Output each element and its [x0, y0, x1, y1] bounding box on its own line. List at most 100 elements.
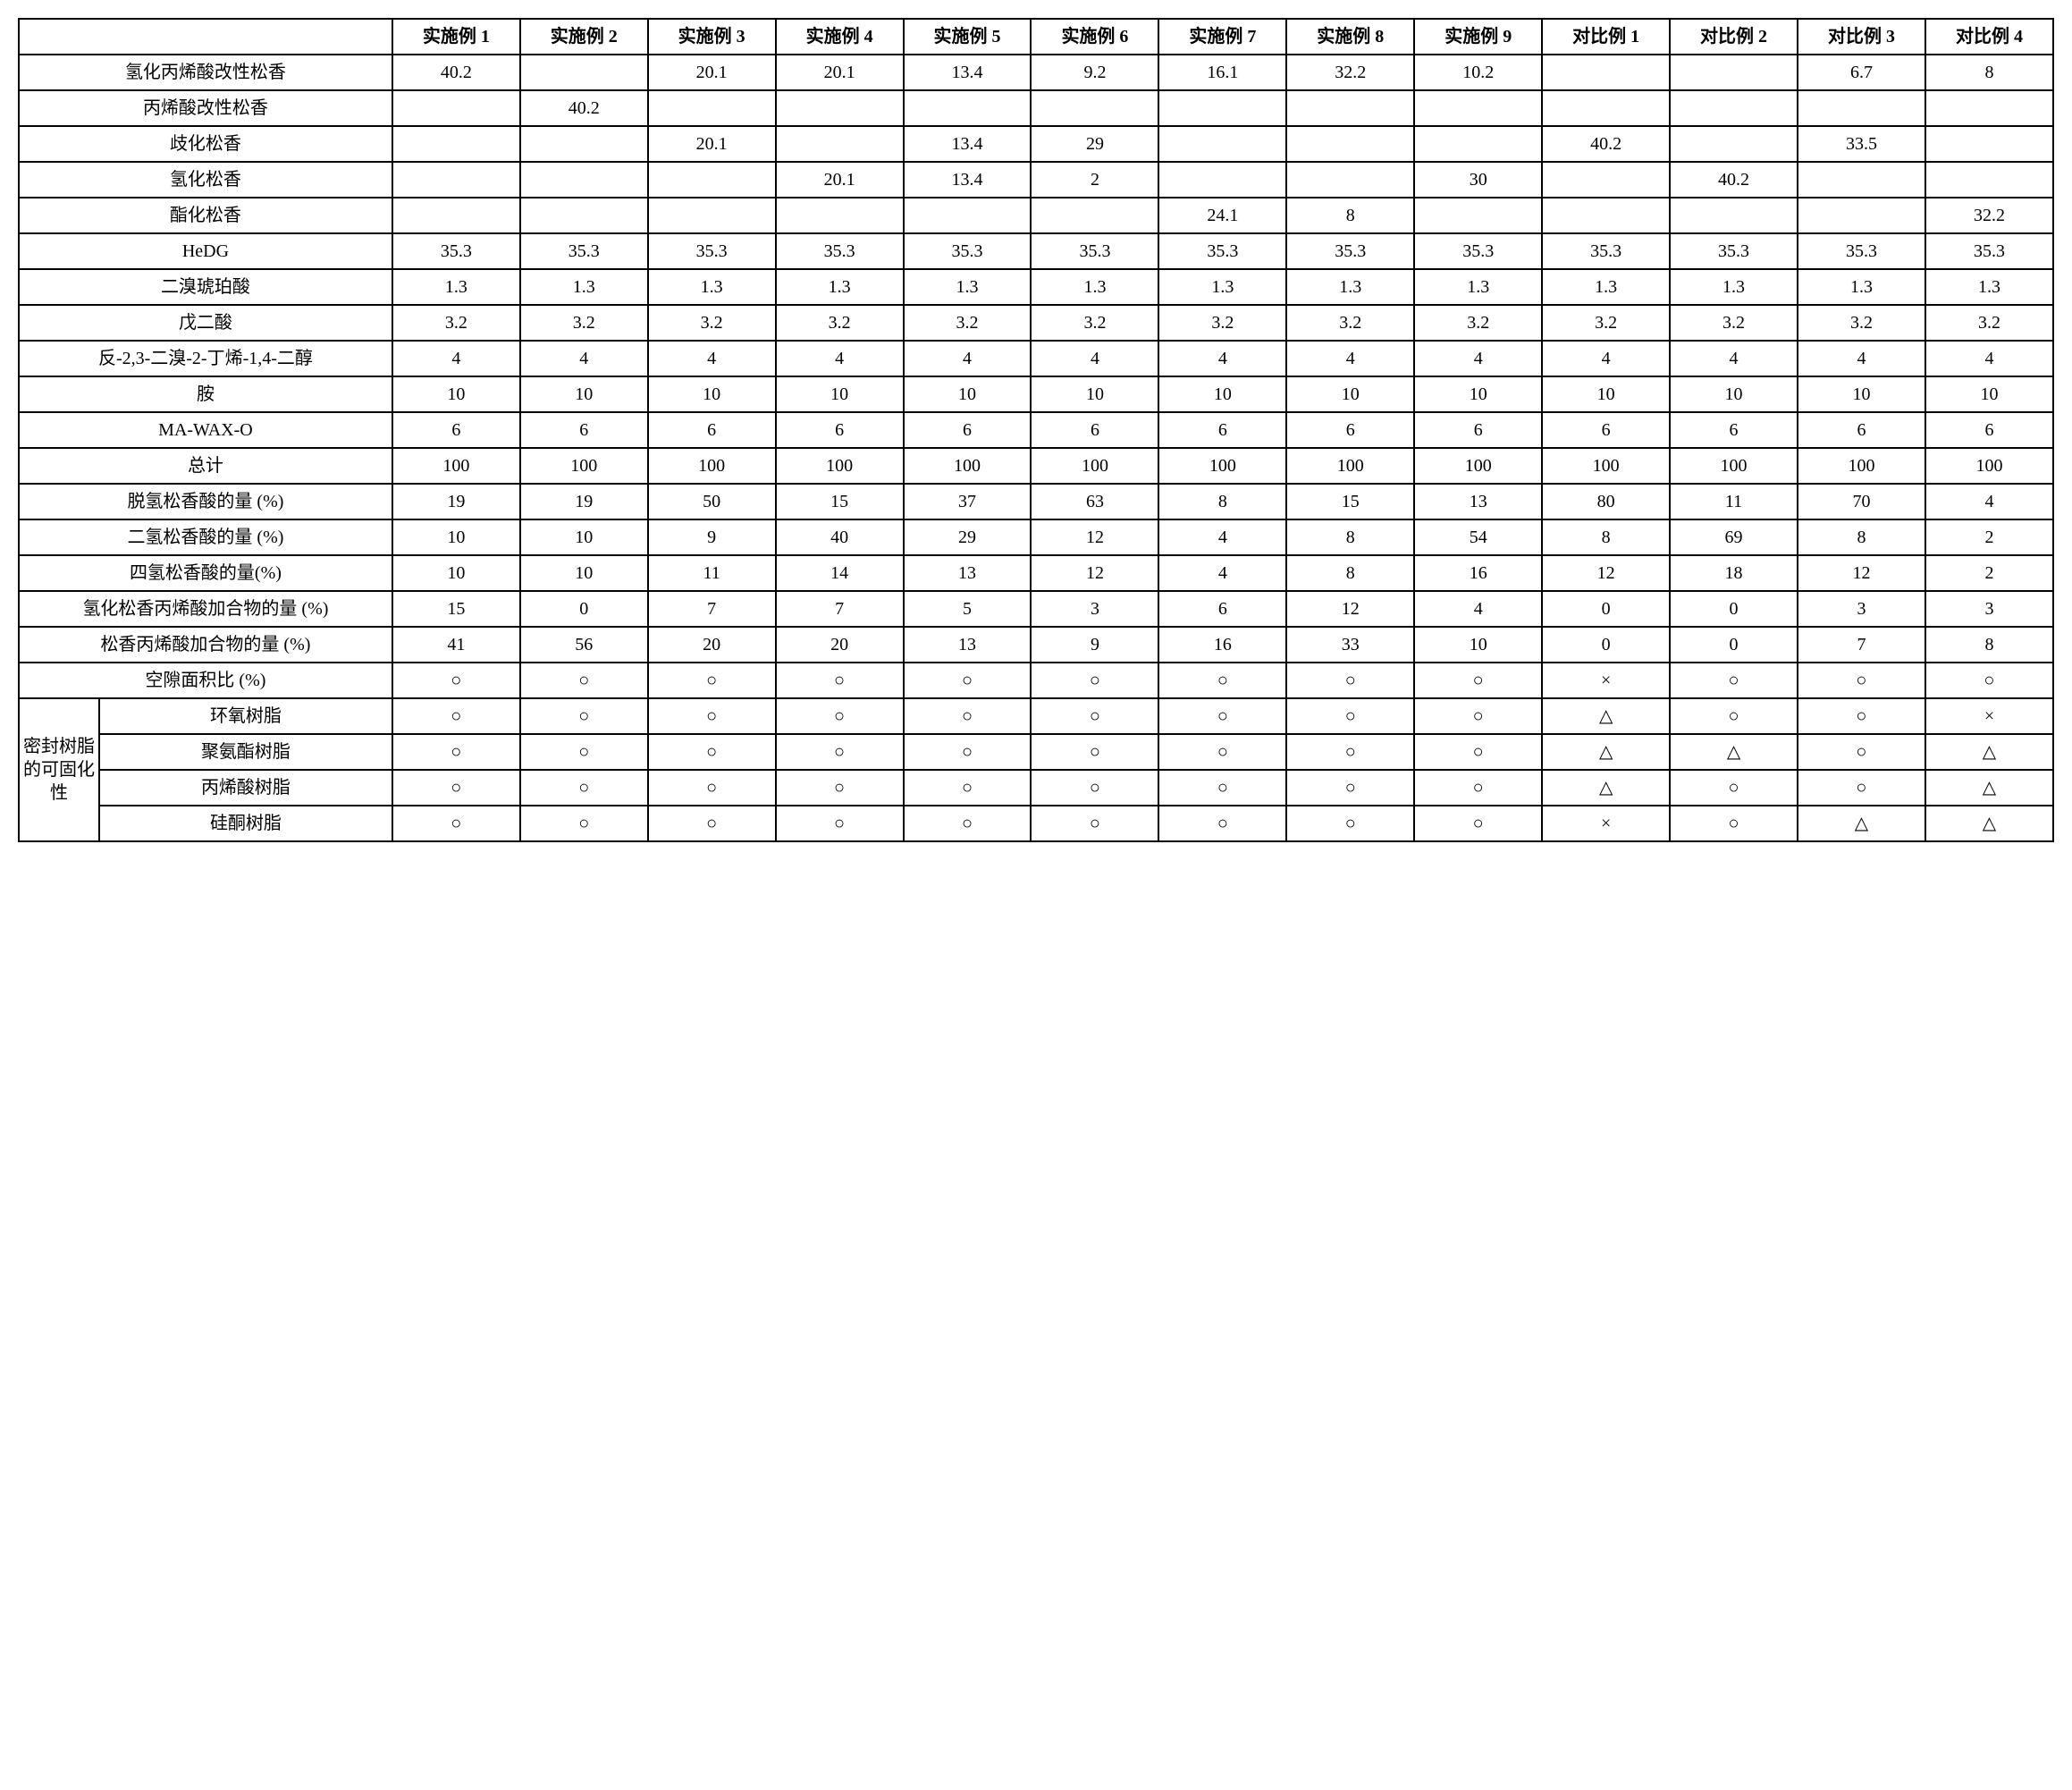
cell: △	[1925, 806, 2053, 841]
cell: ○	[392, 698, 520, 734]
row-label: 总计	[19, 448, 392, 484]
table-row: MA-WAX-O6666666666666	[19, 412, 2053, 448]
cell: 6	[1925, 412, 2053, 448]
cell: 32.2	[1925, 198, 2053, 233]
cell: 10	[392, 555, 520, 591]
subrow-label: 环氧树脂	[99, 698, 392, 734]
cell: 6	[1670, 412, 1798, 448]
cell	[520, 162, 648, 198]
cell: 0	[1542, 591, 1670, 627]
cell: 1.3	[1798, 269, 1925, 305]
cell	[648, 198, 776, 233]
table-row: 丙烯酸改性松香40.2	[19, 90, 2053, 126]
cell: ○	[392, 770, 520, 806]
cell: △	[1670, 734, 1798, 770]
cell: 10	[904, 376, 1032, 412]
cell	[1158, 90, 1286, 126]
col-header: 实施例 5	[904, 19, 1032, 55]
cell: 3	[1031, 591, 1158, 627]
cell	[1414, 126, 1542, 162]
cell: 10	[776, 376, 904, 412]
cell: 8	[1158, 484, 1286, 519]
cell: 10	[1414, 627, 1542, 663]
cell: 100	[1925, 448, 2053, 484]
table-row: 总计10010010010010010010010010010010010010…	[19, 448, 2053, 484]
cell: 24.1	[1158, 198, 1286, 233]
cell: 100	[904, 448, 1032, 484]
cell: 1.3	[1414, 269, 1542, 305]
cell	[1925, 126, 2053, 162]
table-row: 氢化丙烯酸改性松香40.220.120.113.49.216.132.210.2…	[19, 55, 2053, 90]
row-label: 松香丙烯酸加合物的量 (%)	[19, 627, 392, 663]
cell: 2	[1925, 555, 2053, 591]
cell: 0	[1670, 591, 1798, 627]
cell	[1925, 162, 2053, 198]
col-header: 实施例 8	[1286, 19, 1414, 55]
cell	[392, 90, 520, 126]
row-label: 氢化松香	[19, 162, 392, 198]
cell: 4	[1414, 591, 1542, 627]
cell	[1286, 90, 1414, 126]
cell: 35.3	[904, 233, 1032, 269]
cell: 1.3	[1158, 269, 1286, 305]
row-label: 氢化丙烯酸改性松香	[19, 55, 392, 90]
cell: 13.4	[904, 126, 1032, 162]
group-label: 密封树脂的可固化性	[19, 698, 99, 841]
cell: ○	[1158, 770, 1286, 806]
cell	[1286, 162, 1414, 198]
cell	[1158, 162, 1286, 198]
cell: 8	[1286, 198, 1414, 233]
table-row: 二氢松香酸的量 (%)10109402912485486982	[19, 519, 2053, 555]
cell: △	[1925, 770, 2053, 806]
cell: 3.2	[904, 305, 1032, 341]
cell: 100	[648, 448, 776, 484]
cell: 100	[776, 448, 904, 484]
cell: ×	[1542, 806, 1670, 841]
cell: 6	[1031, 412, 1158, 448]
cell: ○	[1158, 663, 1286, 698]
cell: 3.2	[1670, 305, 1798, 341]
row-label: 歧化松香	[19, 126, 392, 162]
cell: ○	[1414, 698, 1542, 734]
cell: ○	[1286, 698, 1414, 734]
table-row: 脱氢松香酸的量 (%)191950153763815138011704	[19, 484, 2053, 519]
cell: ○	[1670, 663, 1798, 698]
cell	[776, 198, 904, 233]
cell	[904, 198, 1032, 233]
cell: 4	[1158, 341, 1286, 376]
cell: 9	[1031, 627, 1158, 663]
cell: ○	[648, 698, 776, 734]
cell	[904, 90, 1032, 126]
cell: 6	[1414, 412, 1542, 448]
cell: ○	[520, 770, 648, 806]
cell: 7	[648, 591, 776, 627]
cell: 30	[1414, 162, 1542, 198]
cell: 70	[1798, 484, 1925, 519]
cell: 6	[904, 412, 1032, 448]
cell: 50	[648, 484, 776, 519]
cell: 10	[392, 376, 520, 412]
cell: 2	[1031, 162, 1158, 198]
cell: 4	[648, 341, 776, 376]
cell: 3.2	[1158, 305, 1286, 341]
cell: 35.3	[1798, 233, 1925, 269]
cell: ○	[648, 734, 776, 770]
col-header: 对比例 3	[1798, 19, 1925, 55]
subrow-label: 硅酮树脂	[99, 806, 392, 841]
cell: 35.3	[1414, 233, 1542, 269]
cell: 1.3	[392, 269, 520, 305]
cell: 80	[1542, 484, 1670, 519]
row-label: 戊二酸	[19, 305, 392, 341]
row-label: 氢化松香丙烯酸加合物的量 (%)	[19, 591, 392, 627]
cell: 6.7	[1798, 55, 1925, 90]
cell: 0	[1670, 627, 1798, 663]
cell: ×	[1542, 663, 1670, 698]
row-label: 空隙面积比 (%)	[19, 663, 392, 698]
row-label: MA-WAX-O	[19, 412, 392, 448]
cell: 40.2	[1542, 126, 1670, 162]
cell	[1670, 90, 1798, 126]
cell: 3.2	[1031, 305, 1158, 341]
cell: 20.1	[776, 162, 904, 198]
cell: 16	[1414, 555, 1542, 591]
cell: 1.3	[648, 269, 776, 305]
